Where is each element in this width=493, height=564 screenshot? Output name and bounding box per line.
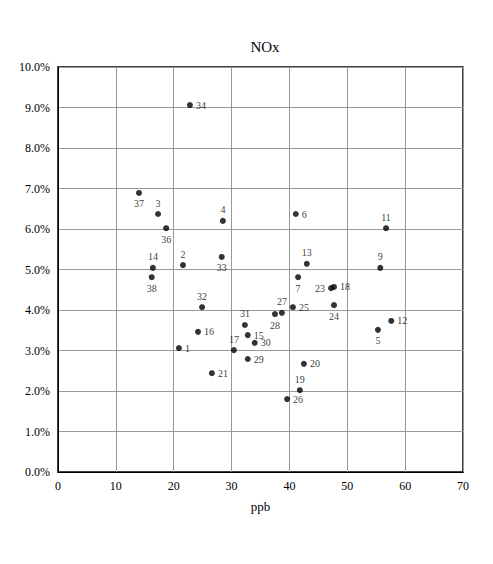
svg-text:23: 23 [315, 283, 325, 294]
svg-text:9.0%: 9.0% [25, 101, 50, 115]
svg-text:26: 26 [293, 394, 303, 405]
svg-text:10: 10 [110, 479, 122, 493]
svg-text:38: 38 [147, 283, 157, 294]
svg-text:40: 40 [283, 479, 295, 493]
svg-text:7: 7 [296, 283, 301, 294]
svg-text:29: 29 [254, 354, 264, 365]
svg-text:20: 20 [310, 358, 320, 369]
svg-text:13: 13 [302, 247, 312, 258]
svg-text:33: 33 [217, 262, 227, 273]
svg-text:20: 20 [168, 479, 180, 493]
svg-text:28: 28 [270, 320, 280, 331]
svg-text:9: 9 [378, 251, 383, 262]
svg-text:50: 50 [341, 479, 353, 493]
svg-text:6.0%: 6.0% [25, 222, 50, 236]
svg-text:60: 60 [399, 479, 411, 493]
svg-text:27: 27 [277, 296, 287, 307]
svg-text:30: 30 [261, 337, 271, 348]
svg-text:5.0%: 5.0% [25, 263, 50, 277]
svg-text:ppb: ppb [251, 499, 271, 514]
svg-text:36: 36 [161, 234, 171, 245]
svg-text:10.0%: 10.0% [19, 60, 50, 74]
svg-text:30: 30 [226, 479, 238, 493]
svg-text:7.0%: 7.0% [25, 182, 50, 196]
svg-text:2.0%: 2.0% [25, 384, 50, 398]
svg-text:18: 18 [340, 281, 350, 292]
svg-text:70: 70 [457, 479, 469, 493]
svg-text:24: 24 [329, 311, 339, 322]
svg-text:32: 32 [197, 291, 207, 302]
svg-text:31: 31 [240, 308, 250, 319]
svg-text:11: 11 [381, 212, 391, 223]
svg-text:NOx: NOx [250, 39, 280, 55]
svg-text:5: 5 [375, 335, 380, 346]
svg-text:34: 34 [196, 100, 206, 111]
svg-text:3.0%: 3.0% [25, 344, 50, 358]
svg-text:25: 25 [299, 302, 309, 313]
svg-text:1.0%: 1.0% [25, 425, 50, 439]
svg-text:8.0%: 8.0% [25, 141, 50, 155]
svg-text:3: 3 [156, 198, 161, 209]
svg-text:14: 14 [148, 251, 158, 262]
svg-text:21: 21 [218, 368, 228, 379]
svg-text:19: 19 [295, 374, 305, 385]
svg-text:16: 16 [204, 326, 214, 337]
svg-text:0: 0 [55, 479, 61, 493]
svg-text:4.0%: 4.0% [25, 303, 50, 317]
svg-text:4: 4 [220, 204, 225, 215]
svg-text:0.0%: 0.0% [25, 465, 50, 479]
svg-text:2: 2 [180, 249, 185, 260]
svg-text:15: 15 [253, 329, 264, 341]
svg-text:17: 17 [229, 334, 239, 345]
svg-text:6: 6 [302, 209, 307, 220]
svg-text:12: 12 [397, 315, 407, 326]
svg-text:1: 1 [185, 343, 190, 354]
svg-text:37: 37 [134, 198, 144, 209]
